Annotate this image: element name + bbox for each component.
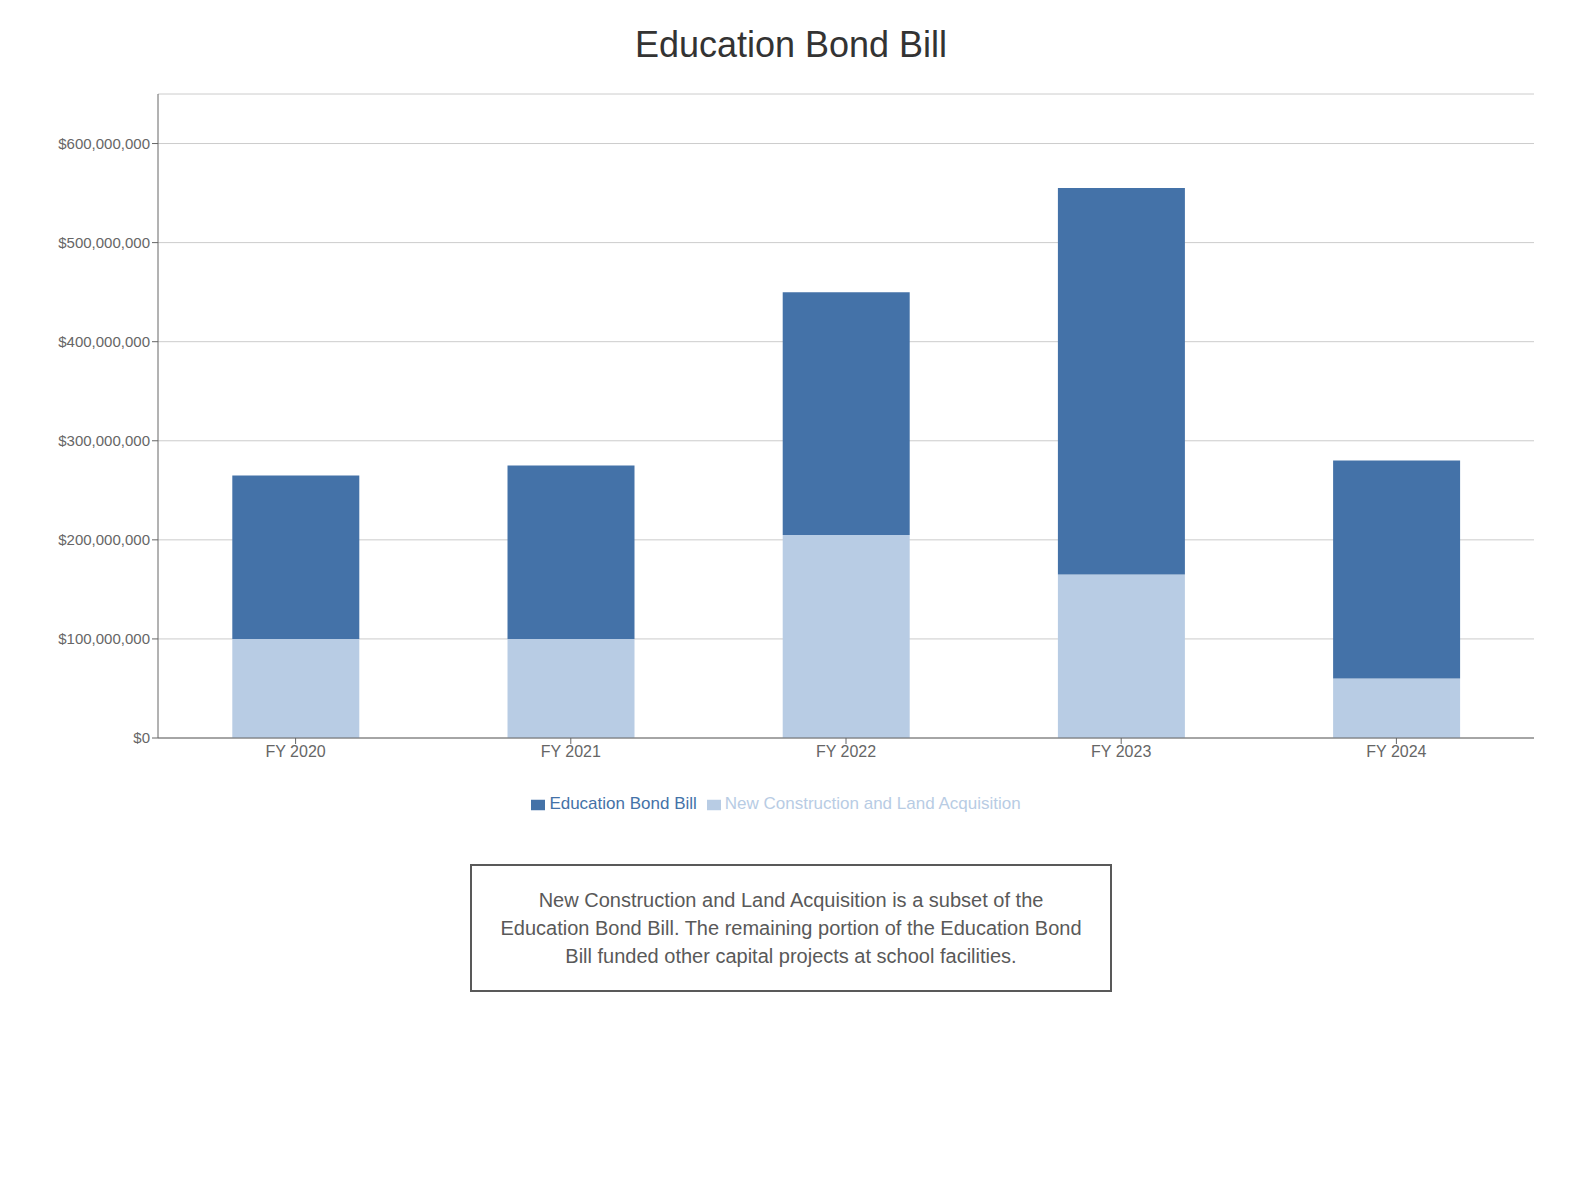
svg-text:FY 2020: FY 2020 xyxy=(265,743,325,760)
html-text:Education Bond Bill: Education Bond Bill xyxy=(549,794,697,813)
html-text:Education Bond Bill: Education Bond Bill xyxy=(634,24,948,65)
svg-text:$100,000,000: $100,000,000 xyxy=(58,630,150,647)
svg-text:$500,000,000: $500,000,000 xyxy=(58,234,150,251)
svg-text:$0: $0 xyxy=(133,729,150,746)
svg-text:$200,000,000: $200,000,000 xyxy=(58,531,150,548)
svg-text:$600,000,000: $600,000,000 xyxy=(58,135,150,152)
svg-text:FY 2022: FY 2022 xyxy=(816,743,876,760)
html-text:New Construction and Land Acqu: New Construction and Land Acquisition is… xyxy=(500,889,1082,967)
svg-text:FY 2021: FY 2021 xyxy=(541,743,601,760)
svg-text:$400,000,000: $400,000,000 xyxy=(58,333,150,350)
svg-text:FY 2024: FY 2024 xyxy=(1366,743,1426,760)
html-text:New Construction and Land Acqu: New Construction and Land Acquisition xyxy=(724,794,1021,813)
svg-text:FY 2023: FY 2023 xyxy=(1091,743,1151,760)
svg-text:$300,000,000: $300,000,000 xyxy=(58,432,150,449)
